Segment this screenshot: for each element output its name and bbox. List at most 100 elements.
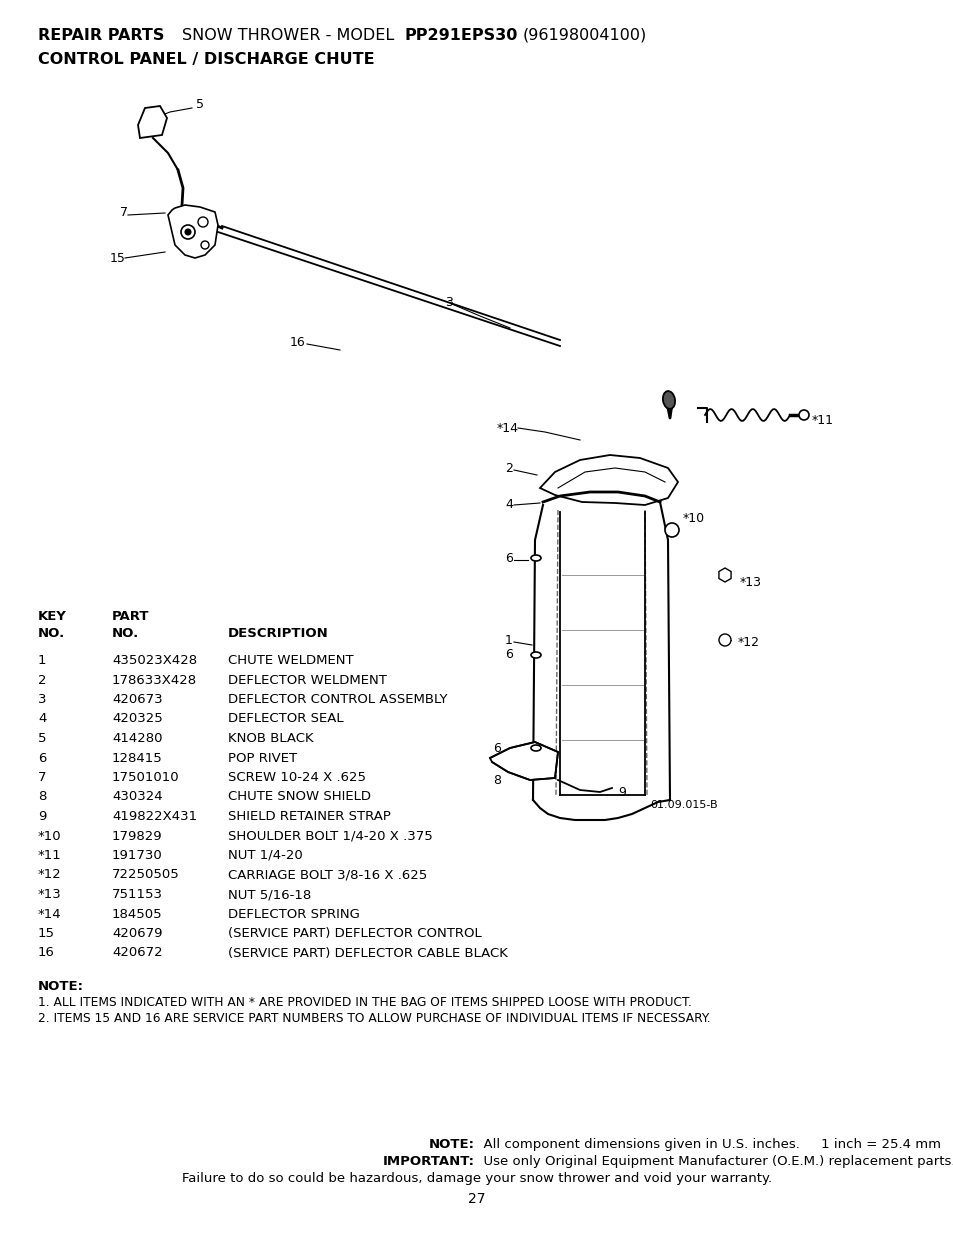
Ellipse shape [531, 745, 540, 751]
Text: 2. ITEMS 15 AND 16 ARE SERVICE PART NUMBERS TO ALLOW PURCHASE OF INDIVIDUAL ITEM: 2. ITEMS 15 AND 16 ARE SERVICE PART NUMB… [38, 1011, 710, 1025]
Text: 8: 8 [493, 773, 500, 787]
Text: (SERVICE PART) DEFLECTOR CONTROL: (SERVICE PART) DEFLECTOR CONTROL [228, 927, 481, 940]
Text: 1: 1 [504, 634, 513, 646]
Text: 6: 6 [493, 741, 500, 755]
Text: 4: 4 [38, 713, 47, 725]
Text: 5: 5 [195, 99, 204, 111]
Text: *10: *10 [38, 830, 62, 842]
Text: Use only Original Equipment Manufacturer (O.E.M.) replacement parts.: Use only Original Equipment Manufacturer… [475, 1155, 953, 1168]
Circle shape [185, 228, 191, 235]
Text: 27: 27 [468, 1192, 485, 1207]
Circle shape [198, 217, 208, 227]
Text: NUT 1/4-20: NUT 1/4-20 [228, 848, 302, 862]
Text: *14: *14 [497, 421, 518, 435]
Text: 420679: 420679 [112, 927, 162, 940]
Text: CARRIAGE BOLT 3/8-16 X .625: CARRIAGE BOLT 3/8-16 X .625 [228, 868, 427, 882]
Text: 15: 15 [38, 927, 55, 940]
Text: DEFLECTOR WELDMENT: DEFLECTOR WELDMENT [228, 673, 387, 687]
Text: SCREW 10-24 X .625: SCREW 10-24 X .625 [228, 771, 366, 784]
Circle shape [719, 634, 730, 646]
Polygon shape [138, 106, 167, 138]
Text: 9: 9 [38, 810, 47, 823]
Text: Failure to do so could be hazardous, damage your snow thrower and void your warr: Failure to do so could be hazardous, dam… [182, 1172, 771, 1186]
Text: 6: 6 [504, 552, 513, 564]
Text: 01.09.015-B: 01.09.015-B [649, 800, 717, 810]
Text: 7: 7 [38, 771, 47, 784]
Text: NUT 5/16-18: NUT 5/16-18 [228, 888, 311, 902]
Text: 1. ALL ITEMS INDICATED WITH AN * ARE PROVIDED IN THE BAG OF ITEMS SHIPPED LOOSE : 1. ALL ITEMS INDICATED WITH AN * ARE PRO… [38, 995, 691, 1009]
Text: 6: 6 [504, 648, 513, 662]
Ellipse shape [531, 555, 540, 561]
Text: *13: *13 [740, 576, 761, 589]
Text: *13: *13 [38, 888, 62, 902]
Text: 414280: 414280 [112, 732, 162, 745]
Circle shape [201, 241, 209, 249]
Text: 7: 7 [120, 206, 128, 220]
Text: 8: 8 [38, 790, 47, 804]
Text: *10: *10 [682, 511, 704, 525]
Text: CONTROL PANEL / DISCHARGE CHUTE: CONTROL PANEL / DISCHARGE CHUTE [38, 52, 375, 67]
Text: DEFLECTOR SEAL: DEFLECTOR SEAL [228, 713, 343, 725]
Text: *12: *12 [38, 868, 62, 882]
Text: 184505: 184505 [112, 908, 162, 920]
Text: SHIELD RETAINER STRAP: SHIELD RETAINER STRAP [228, 810, 391, 823]
Text: 16: 16 [38, 946, 55, 960]
Text: *14: *14 [38, 908, 62, 920]
Text: PP291EPS30: PP291EPS30 [405, 28, 517, 43]
Text: NOTE:: NOTE: [38, 981, 84, 993]
Text: 419822X431: 419822X431 [112, 810, 197, 823]
Text: NOTE:: NOTE: [429, 1137, 475, 1151]
Text: *12: *12 [738, 636, 760, 650]
Circle shape [664, 522, 679, 537]
Text: 4: 4 [504, 499, 513, 511]
Text: 16: 16 [290, 336, 305, 348]
Text: 17501010: 17501010 [112, 771, 179, 784]
Text: 178633X428: 178633X428 [112, 673, 197, 687]
Text: 2: 2 [38, 673, 47, 687]
Text: 430324: 430324 [112, 790, 162, 804]
Circle shape [799, 410, 808, 420]
Text: REPAIR PARTS: REPAIR PARTS [38, 28, 164, 43]
Text: 1: 1 [38, 655, 47, 667]
Text: 3: 3 [38, 693, 47, 706]
Text: NO.: NO. [112, 627, 139, 640]
Text: All component dimensions given in U.S. inches.     1 inch = 25.4 mm: All component dimensions given in U.S. i… [475, 1137, 940, 1151]
Text: 3: 3 [444, 295, 453, 309]
Text: POP RIVET: POP RIVET [228, 752, 296, 764]
Text: 9: 9 [618, 785, 625, 799]
Text: (96198004100): (96198004100) [522, 28, 646, 43]
Ellipse shape [531, 652, 540, 658]
Text: CHUTE SNOW SHIELD: CHUTE SNOW SHIELD [228, 790, 371, 804]
Text: 128415: 128415 [112, 752, 163, 764]
Text: 435023X428: 435023X428 [112, 655, 197, 667]
Polygon shape [490, 742, 558, 781]
Text: 179829: 179829 [112, 830, 162, 842]
Polygon shape [168, 205, 218, 258]
Text: DEFLECTOR CONTROL ASSEMBLY: DEFLECTOR CONTROL ASSEMBLY [228, 693, 447, 706]
Text: 420672: 420672 [112, 946, 162, 960]
Text: 72250505: 72250505 [112, 868, 179, 882]
Text: 751153: 751153 [112, 888, 163, 902]
Text: 6: 6 [38, 752, 47, 764]
Text: 15: 15 [110, 252, 126, 264]
Text: SNOW THROWER - MODEL: SNOW THROWER - MODEL [182, 28, 394, 43]
Text: NO.: NO. [38, 627, 65, 640]
Ellipse shape [662, 391, 675, 409]
Text: DESCRIPTION: DESCRIPTION [228, 627, 329, 640]
Polygon shape [539, 454, 678, 505]
Text: KEY: KEY [38, 610, 67, 622]
Text: *11: *11 [38, 848, 62, 862]
Text: SHOULDER BOLT 1/4-20 X .375: SHOULDER BOLT 1/4-20 X .375 [228, 830, 433, 842]
Text: 420673: 420673 [112, 693, 162, 706]
Text: (SERVICE PART) DEFLECTOR CABLE BLACK: (SERVICE PART) DEFLECTOR CABLE BLACK [228, 946, 507, 960]
Text: 2: 2 [504, 462, 513, 474]
Text: DEFLECTOR SPRING: DEFLECTOR SPRING [228, 908, 359, 920]
Text: CHUTE WELDMENT: CHUTE WELDMENT [228, 655, 354, 667]
Text: KNOB BLACK: KNOB BLACK [228, 732, 314, 745]
Circle shape [181, 225, 194, 240]
Text: 420325: 420325 [112, 713, 163, 725]
Text: *11: *11 [811, 414, 833, 426]
Text: PART: PART [112, 610, 150, 622]
Text: 191730: 191730 [112, 848, 163, 862]
Text: 5: 5 [38, 732, 47, 745]
